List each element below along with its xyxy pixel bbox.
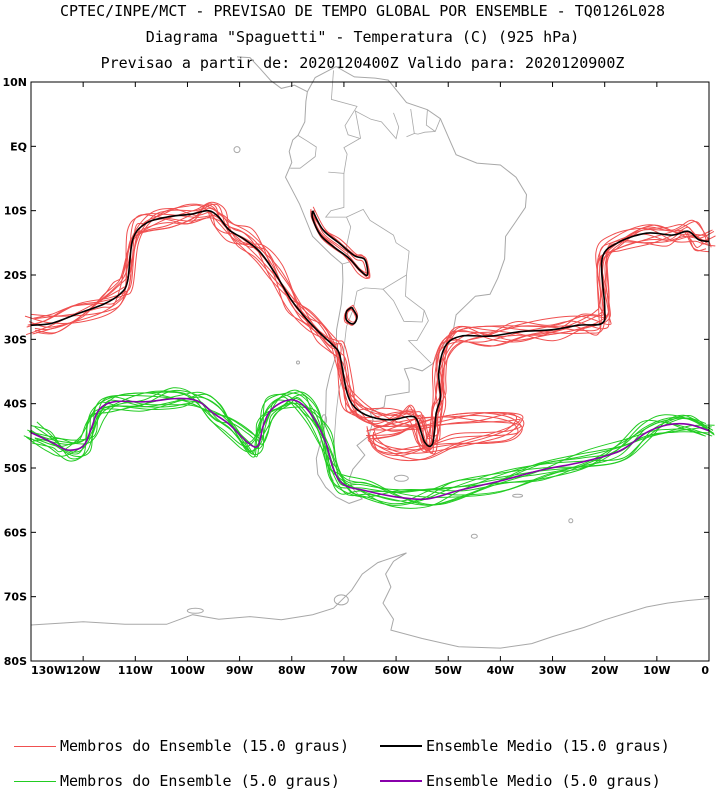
warm-member-line [34,207,710,444]
lon-tick-label: 30W [539,664,566,677]
country-border [425,109,436,132]
warm-member-line [366,416,522,457]
warm-member-line [367,412,523,451]
cold-member-line [27,387,706,498]
legend-warm-members: Membros do Ensemble (15.0 graus) [14,737,349,755]
title-line-1: CPTEC/INPE/MCT - PREVISAO DE TEMPO GLOBA… [59,2,666,20]
contour-lines [23,201,716,509]
falkland-islands [393,474,409,482]
country-border [354,110,400,140]
country-border [414,118,441,135]
warm-member-line [310,208,368,274]
warm-member-line [33,207,716,447]
warm-member-line [366,413,518,461]
lat-tick-label: EQ [10,140,27,153]
south-orkney-islands [470,533,478,539]
south-georgia-island [512,493,524,498]
legend-label-warm-mean: Ensemble Medio (15.0 graus) [426,737,670,755]
warm-member-line [366,411,524,454]
map-frame [30,81,710,662]
lat-tick-label: 50S [4,462,27,475]
warm-member-line [36,203,713,452]
legend-cold-members: Membros do Ensemble (5.0 graus) [14,772,340,790]
lon-tick-label: 50W [435,664,462,677]
south-sandwich-islands [568,518,574,524]
legend-row-2: Membros do Ensemble (5.0 graus) Ensemble… [0,772,725,792]
cold-member-line [23,396,707,506]
lon-tick-label: 90W [226,664,253,677]
lon-tick-label: 20W [591,664,618,677]
longitude-axis: 130W 120W 110W 100W 90W 80W 70W 60W 50W 40W 30W 20W… [30,82,710,677]
country-border [382,274,425,323]
lat-tick-label: 20S [4,269,27,282]
country-border [407,310,432,364]
lat-tick-label: 60S [4,526,27,539]
country-border [346,208,410,292]
warm-mean-line [30,209,710,448]
lon-tick-label: 130W [31,664,66,677]
land-outlines [30,56,710,649]
country-border [324,171,352,265]
lat-tick-label: 40S [4,398,27,411]
legend-label-cold-members: Membros do Ensemble (5.0 graus) [60,772,340,790]
country-border [343,138,360,174]
south-america-coast [284,66,528,504]
title-line-3: Previsao a partir de: 2020120400Z Valido… [100,54,625,72]
lon-tick-label: 10W [643,664,670,677]
country-border [330,70,361,139]
legend-warm-mean: Ensemble Medio (15.0 graus) [380,737,670,755]
lat-tick-label: 80S [4,655,27,668]
country-border [406,108,415,138]
cold-member-line [32,391,715,494]
lon-tick-label: 70W [330,664,357,677]
juan-fernandez-island [296,360,300,365]
lon-tick-label: 40W [487,664,514,677]
spaghetti-map: 10N EQ 10S 20S 30S 40S 50S 60S 70S 80S 130W 120W 11… [2,56,716,677]
warm-mean-line [311,210,369,277]
warm-member-line [32,203,708,452]
legend-label-warm-members: Membros do Ensemble (15.0 graus) [60,737,349,755]
warm-member-line [26,203,708,455]
title-line-2: Diagrama "Spaguetti" - Temperatura (C) (… [145,28,580,46]
antarctica-coast [30,552,710,649]
lon-tick-label: 0 [701,664,709,677]
warm-member-line [24,214,704,437]
cold-mean-line [30,397,710,501]
legend-label-cold-mean: Ensemble Medio (5.0 graus) [426,772,661,790]
lat-tick-label: 70S [4,591,27,604]
lon-tick-label: 110W [118,664,153,677]
cold-member-line [34,394,714,498]
legend-cold-mean: Ensemble Medio (5.0 graus) [380,772,661,790]
lon-tick-label: 120W [66,664,101,677]
legend-swatch-warm-members [14,745,56,747]
warm-mean-line [344,306,358,325]
lat-tick-label: 30S [4,333,27,346]
lon-tick-label: 60W [382,664,409,677]
legend-swatch-cold-members [14,780,56,782]
lat-tick-label: 10N [2,76,27,89]
latitude-axis: 10N EQ 10S 20S 30S 40S 50S 60S 70S 80S [2,76,709,668]
legend-swatch-cold-mean [380,780,422,782]
galapagos-islands [233,146,241,154]
warm-member-line [31,213,707,440]
legend-row-1: Membros do Ensemble (15.0 graus) Ensembl… [0,737,725,757]
lat-tick-label: 10S [4,205,27,218]
lon-tick-label: 80W [278,664,305,677]
thurston-island [186,607,204,614]
country-border [290,135,317,169]
alexander-island [333,594,349,606]
cold-member-line [34,389,715,495]
legend-swatch-warm-mean [380,745,422,747]
lon-tick-label: 100W [170,664,205,677]
central-america-coast [236,56,308,93]
